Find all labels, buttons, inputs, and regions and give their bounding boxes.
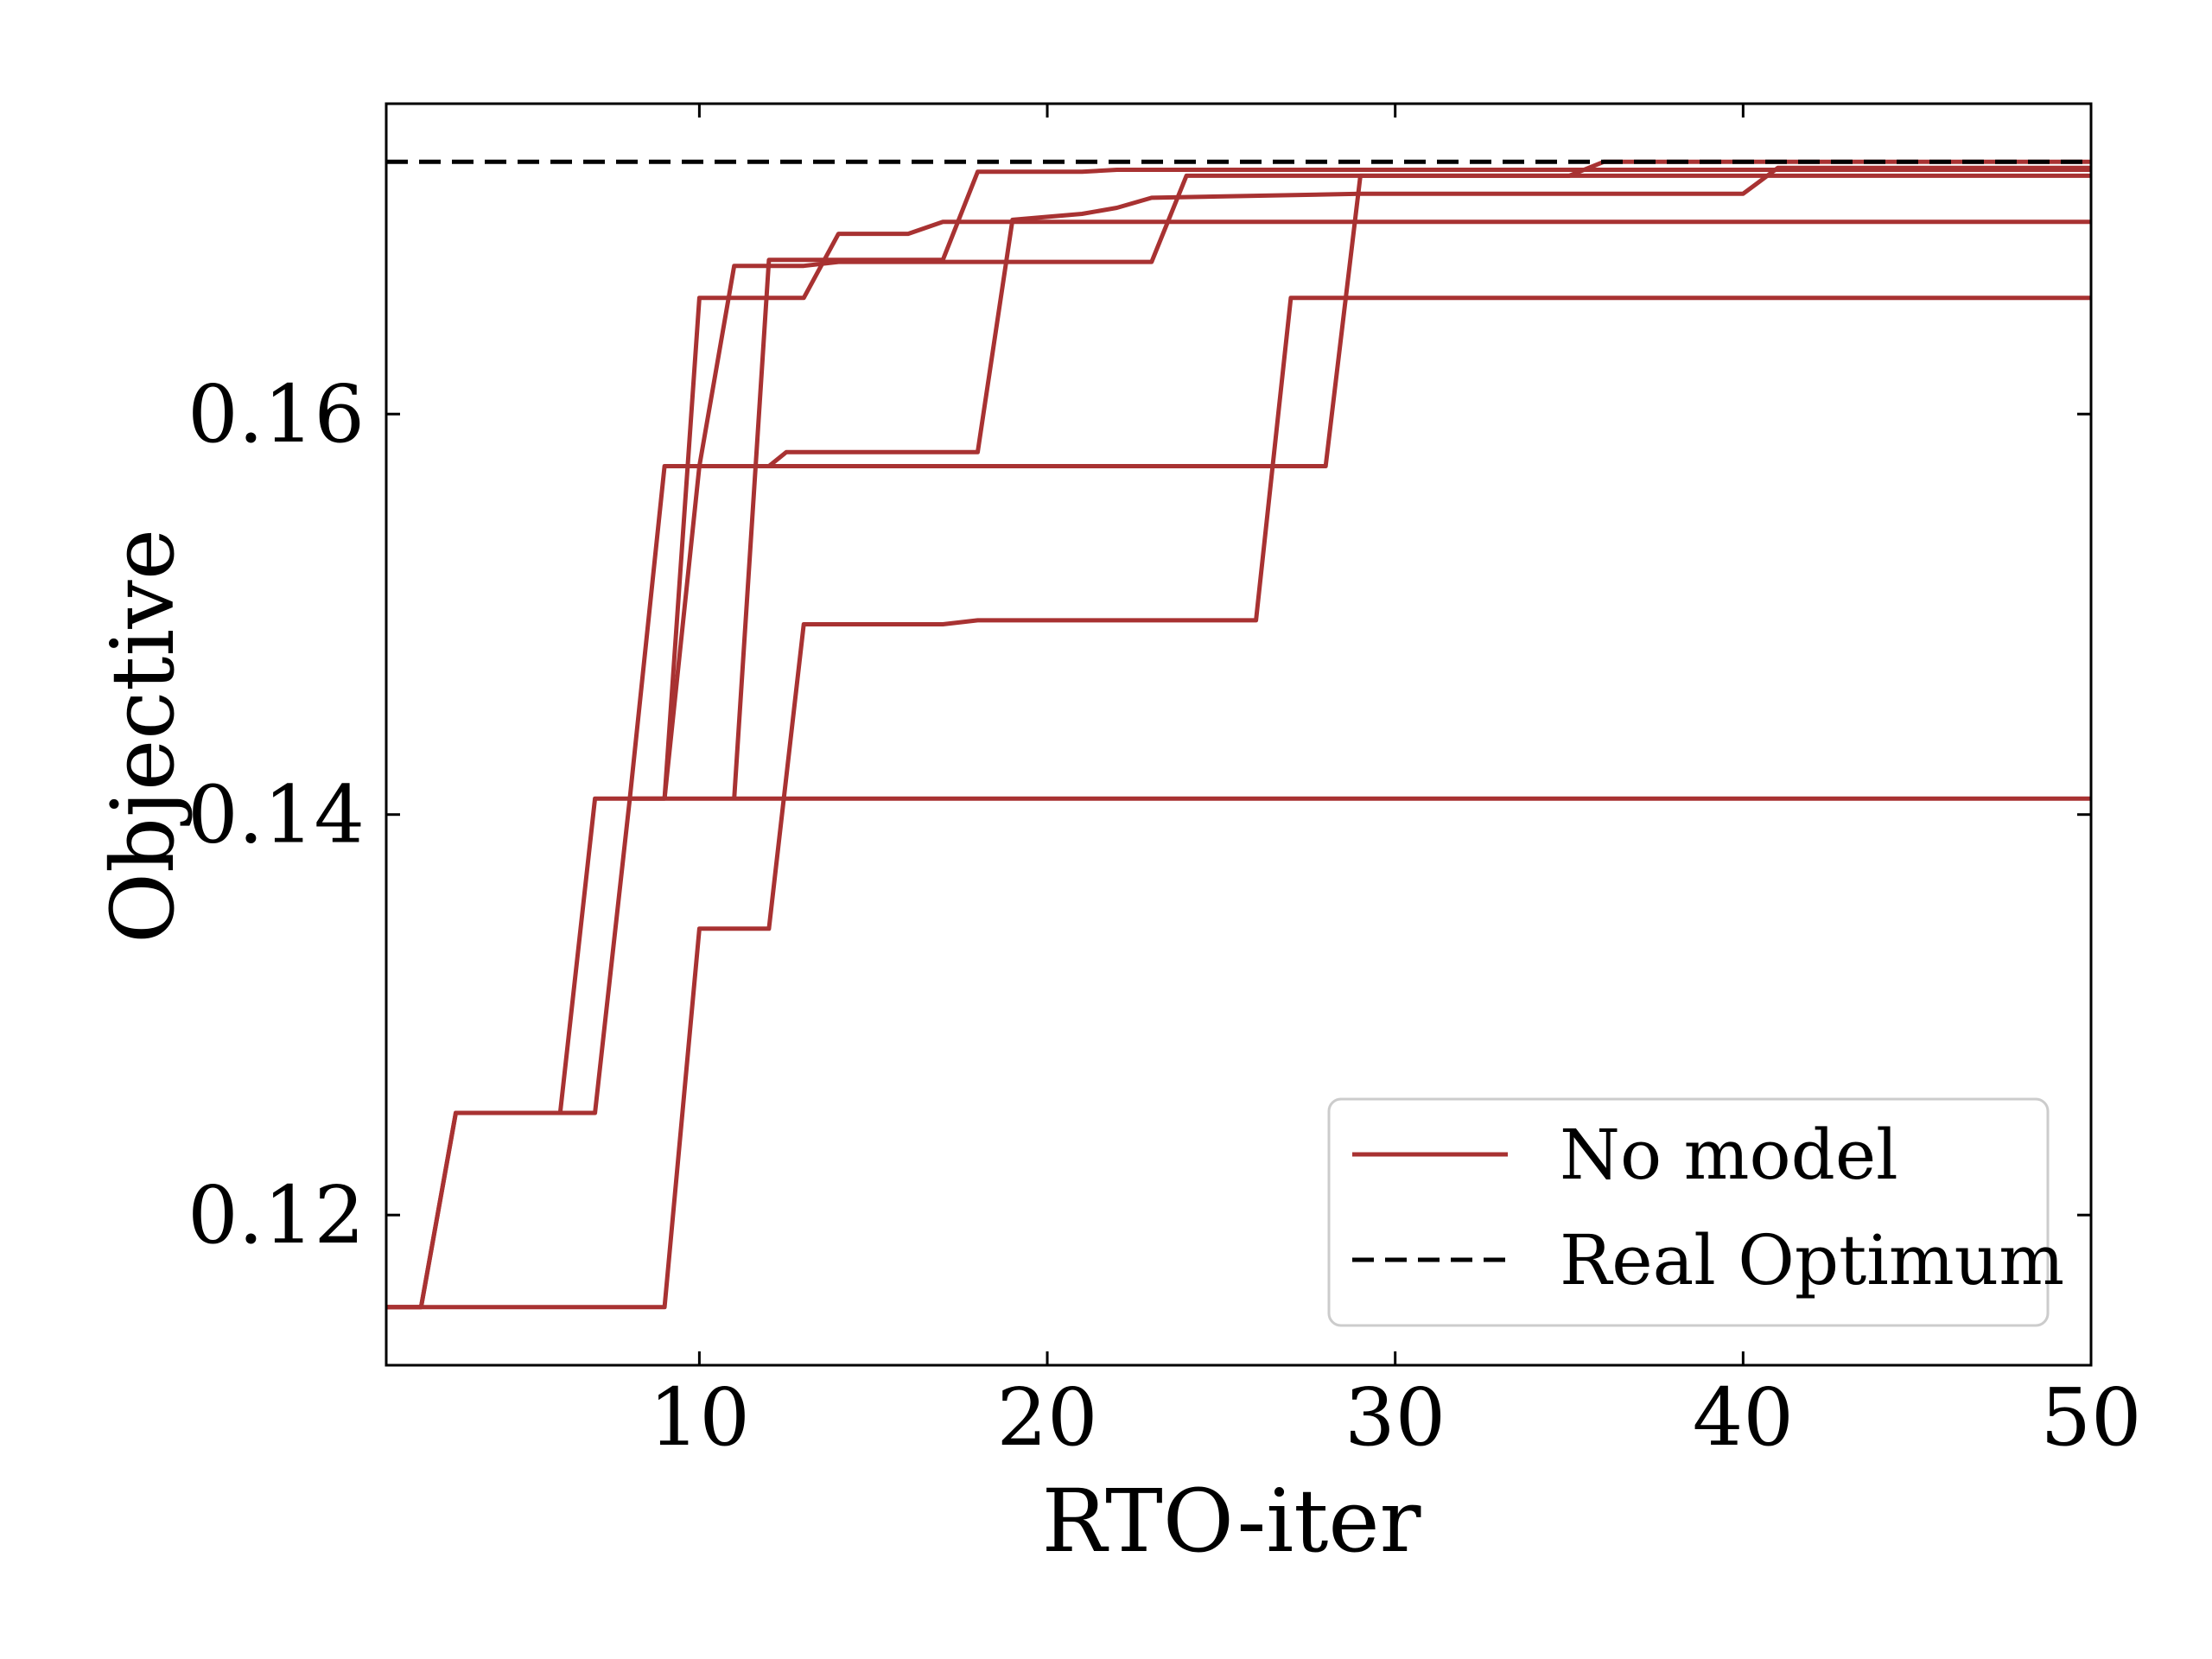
plot-frame [385,102,2093,1367]
x-tick-label-10: 10 [649,1371,750,1464]
x-tick-label-40: 40 [1693,1371,1794,1464]
y-tick-label-1: 0.14 [188,769,365,861]
x-axis-label: RTO-iter [1042,1471,1421,1572]
y-tick-label-0: 0.12 [188,1169,365,1262]
x-tick-label-50: 50 [2040,1371,2141,1464]
legend-box [1327,1097,2050,1327]
legend-label-real-optimum: Real Optimum [1560,1220,2064,1300]
y-tick-label-2: 0.16 [188,368,365,461]
x-tick-label-30: 30 [1344,1371,1446,1464]
legend-label-no-model: No model [1560,1115,1898,1195]
series-line-2 [386,219,2091,1310]
series-layer [386,159,2091,1310]
x-tick-label-20: 20 [997,1371,1098,1464]
tick-layer: 10 20 30 40 50 0.12 0.14 0.16 [188,104,2142,1464]
series-line-4 [662,173,2091,799]
series-line-7 [732,168,2091,799]
series-line-5 [627,165,2091,799]
legend: No model Real Optimum [1327,1097,2064,1327]
y-axis-label: Objective [92,529,194,944]
series-line-3 [386,296,2091,1310]
series-line-6 [696,159,2091,467]
